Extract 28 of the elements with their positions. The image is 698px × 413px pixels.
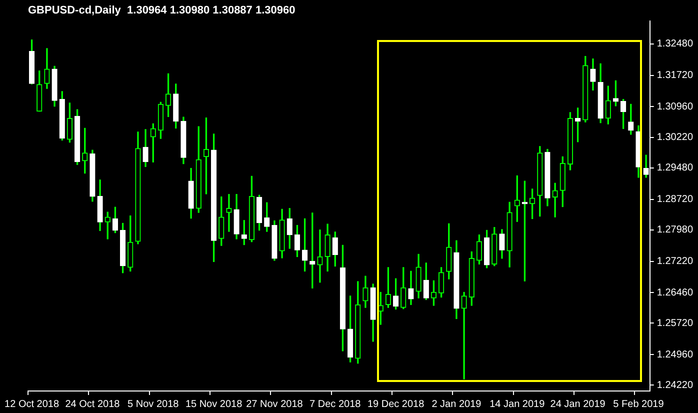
x-tick-label: 14 Jan 2019 xyxy=(490,398,546,410)
x-tick-label: 27 Nov 2018 xyxy=(246,398,304,410)
y-tick-label: 1.27980 xyxy=(656,224,694,236)
y-tick-label: 1.30220 xyxy=(656,132,694,144)
candlestick xyxy=(552,182,558,218)
x-tick-label: 5 Nov 2018 xyxy=(128,398,180,410)
y-tick-label: 1.32480 xyxy=(656,38,694,50)
y-tick-label: 1.28720 xyxy=(656,194,694,206)
y-tick-label: 1.31720 xyxy=(656,70,694,82)
y-tick-label: 1.29480 xyxy=(656,162,694,174)
y-tick-label: 1.30960 xyxy=(656,101,694,112)
candlestick xyxy=(226,194,232,232)
x-tick-label: 2 Jan 2019 xyxy=(432,398,482,410)
y-tick-label: 1.27220 xyxy=(656,256,694,268)
x-tick-label: 7 Dec 2018 xyxy=(310,398,362,410)
x-tick-label: 12 Oct 2018 xyxy=(4,398,60,410)
y-tick-label: 1.26460 xyxy=(656,287,694,298)
x-tick-label: 5 Feb 2019 xyxy=(613,398,664,410)
y-tick-label: 1.24960 xyxy=(656,349,694,360)
x-tick-label: 15 Nov 2018 xyxy=(185,398,243,410)
x-tick-label: 19 Dec 2018 xyxy=(367,398,425,410)
chart-title: GBPUSD-cd,Daily 1.30964 1.30980 1.30887 1.30960 xyxy=(28,4,296,17)
y-tick-label: 1.25720 xyxy=(656,318,694,329)
x-tick-label: 24 Jan 2019 xyxy=(550,398,606,410)
x-tick-label: 24 Oct 2018 xyxy=(65,398,120,410)
y-tick-label: 1.24220 xyxy=(656,380,694,391)
candlestick xyxy=(317,230,323,283)
candlestick xyxy=(461,292,467,380)
